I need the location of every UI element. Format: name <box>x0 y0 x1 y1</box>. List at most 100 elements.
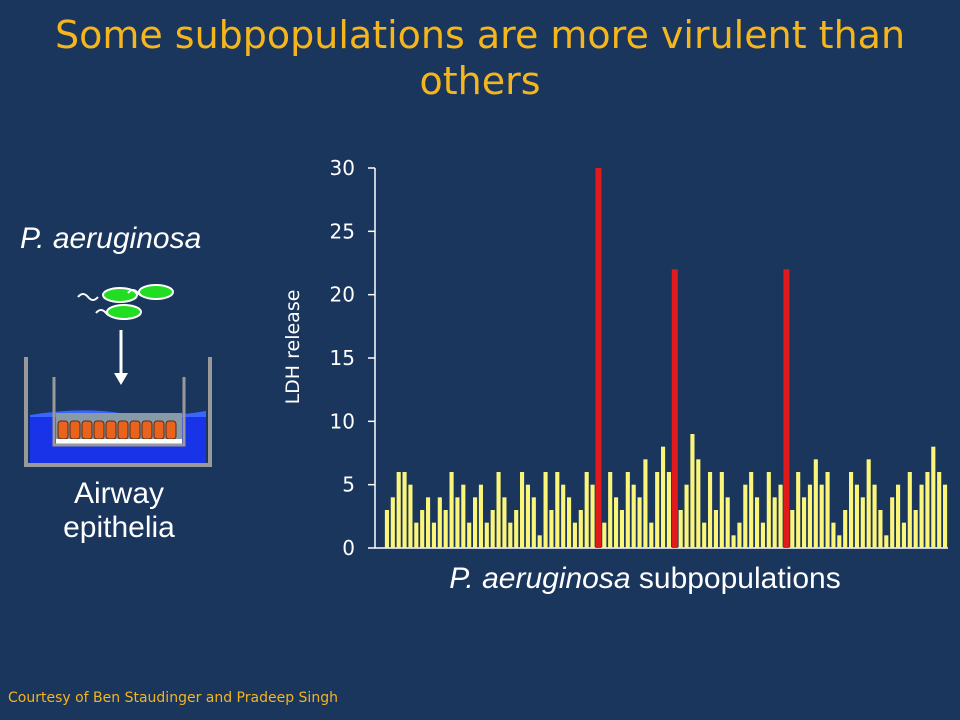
bar <box>408 484 413 548</box>
bar <box>819 484 824 548</box>
airway-culture-diagram <box>24 284 212 467</box>
bar <box>866 459 871 548</box>
bar <box>813 459 818 548</box>
bar <box>561 484 566 548</box>
x-axis-label-rest: subpopulations <box>630 562 841 595</box>
bar <box>943 484 948 548</box>
bar <box>737 522 742 548</box>
bar <box>690 434 695 548</box>
bar <box>572 522 577 548</box>
bar <box>390 497 395 548</box>
bar <box>490 510 495 548</box>
bar <box>602 522 607 548</box>
bar <box>520 472 525 548</box>
bar <box>896 484 901 548</box>
airway-epithelia-label: Airway epithelia <box>63 477 175 544</box>
bar <box>925 472 930 548</box>
bar <box>655 472 660 548</box>
bar <box>890 497 895 548</box>
y-axis-label: LDH release <box>282 289 304 405</box>
bar <box>678 510 683 548</box>
bar <box>749 472 754 548</box>
bacteria-icon <box>77 284 174 320</box>
bar <box>643 459 648 548</box>
bar <box>755 497 760 548</box>
bar <box>631 484 636 548</box>
y-tick-label: 10 <box>330 409 355 433</box>
x-axis-label-species: P. aeruginosa <box>449 562 631 595</box>
bar <box>913 510 918 548</box>
bar <box>725 497 730 548</box>
bar <box>825 472 830 548</box>
bar <box>849 472 854 548</box>
x-axis-label: P. aeruginosa subpopulations <box>380 562 910 596</box>
bar <box>796 472 801 548</box>
bar <box>567 497 572 548</box>
bar <box>543 472 548 548</box>
bar <box>496 472 501 548</box>
y-tick-label: 0 <box>342 536 355 560</box>
bar <box>637 497 642 548</box>
bar <box>766 472 771 548</box>
highlight-bar <box>595 168 602 548</box>
bar <box>872 484 877 548</box>
bar <box>802 497 807 548</box>
bar <box>414 522 419 548</box>
bar <box>843 510 848 548</box>
y-tick-label: 30 <box>330 156 355 180</box>
bar <box>831 522 836 548</box>
bar <box>431 522 436 548</box>
bar <box>684 484 689 548</box>
bar <box>661 446 666 548</box>
bar <box>807 484 812 548</box>
bar <box>478 484 483 548</box>
species-label: P. aeruginosa <box>20 222 202 255</box>
y-tick-label: 15 <box>330 346 355 370</box>
bar <box>549 510 554 548</box>
y-tick-label: 20 <box>330 283 355 307</box>
bar <box>790 510 795 548</box>
bar <box>584 472 589 548</box>
bar <box>719 472 724 548</box>
bar <box>455 497 460 548</box>
transwell-icon <box>24 357 212 467</box>
bar <box>608 472 613 548</box>
bar <box>702 522 707 548</box>
bar <box>473 497 478 548</box>
highlight-bar <box>783 269 790 548</box>
bar <box>884 535 889 548</box>
bar <box>514 510 519 548</box>
bar <box>420 510 425 548</box>
bar <box>537 535 542 548</box>
bar <box>437 497 442 548</box>
bar <box>502 497 507 548</box>
bar <box>461 484 466 548</box>
bar <box>525 484 530 548</box>
bar <box>743 484 748 548</box>
bar <box>649 522 654 548</box>
bar <box>907 472 912 548</box>
bar <box>625 472 630 548</box>
bar <box>531 497 536 548</box>
slide-title: Some subpopulations are more virulent th… <box>54 13 906 103</box>
bar <box>760 522 765 548</box>
bar <box>578 510 583 548</box>
y-tick-label: 5 <box>342 473 355 497</box>
bar <box>931 446 936 548</box>
bar <box>878 510 883 548</box>
bar-series <box>384 168 948 548</box>
bar <box>666 472 671 548</box>
bar <box>449 472 454 548</box>
highlight-bar <box>671 269 678 548</box>
bar <box>731 535 736 548</box>
bar <box>614 497 619 548</box>
credit-text: Courtesy of Ben Staudinger and Pradeep S… <box>8 690 338 706</box>
bar <box>484 522 489 548</box>
bar <box>426 497 431 548</box>
bar <box>837 535 842 548</box>
bar <box>937 472 942 548</box>
bar <box>860 497 865 548</box>
bar <box>384 510 389 548</box>
bar <box>508 522 513 548</box>
bar <box>854 484 859 548</box>
